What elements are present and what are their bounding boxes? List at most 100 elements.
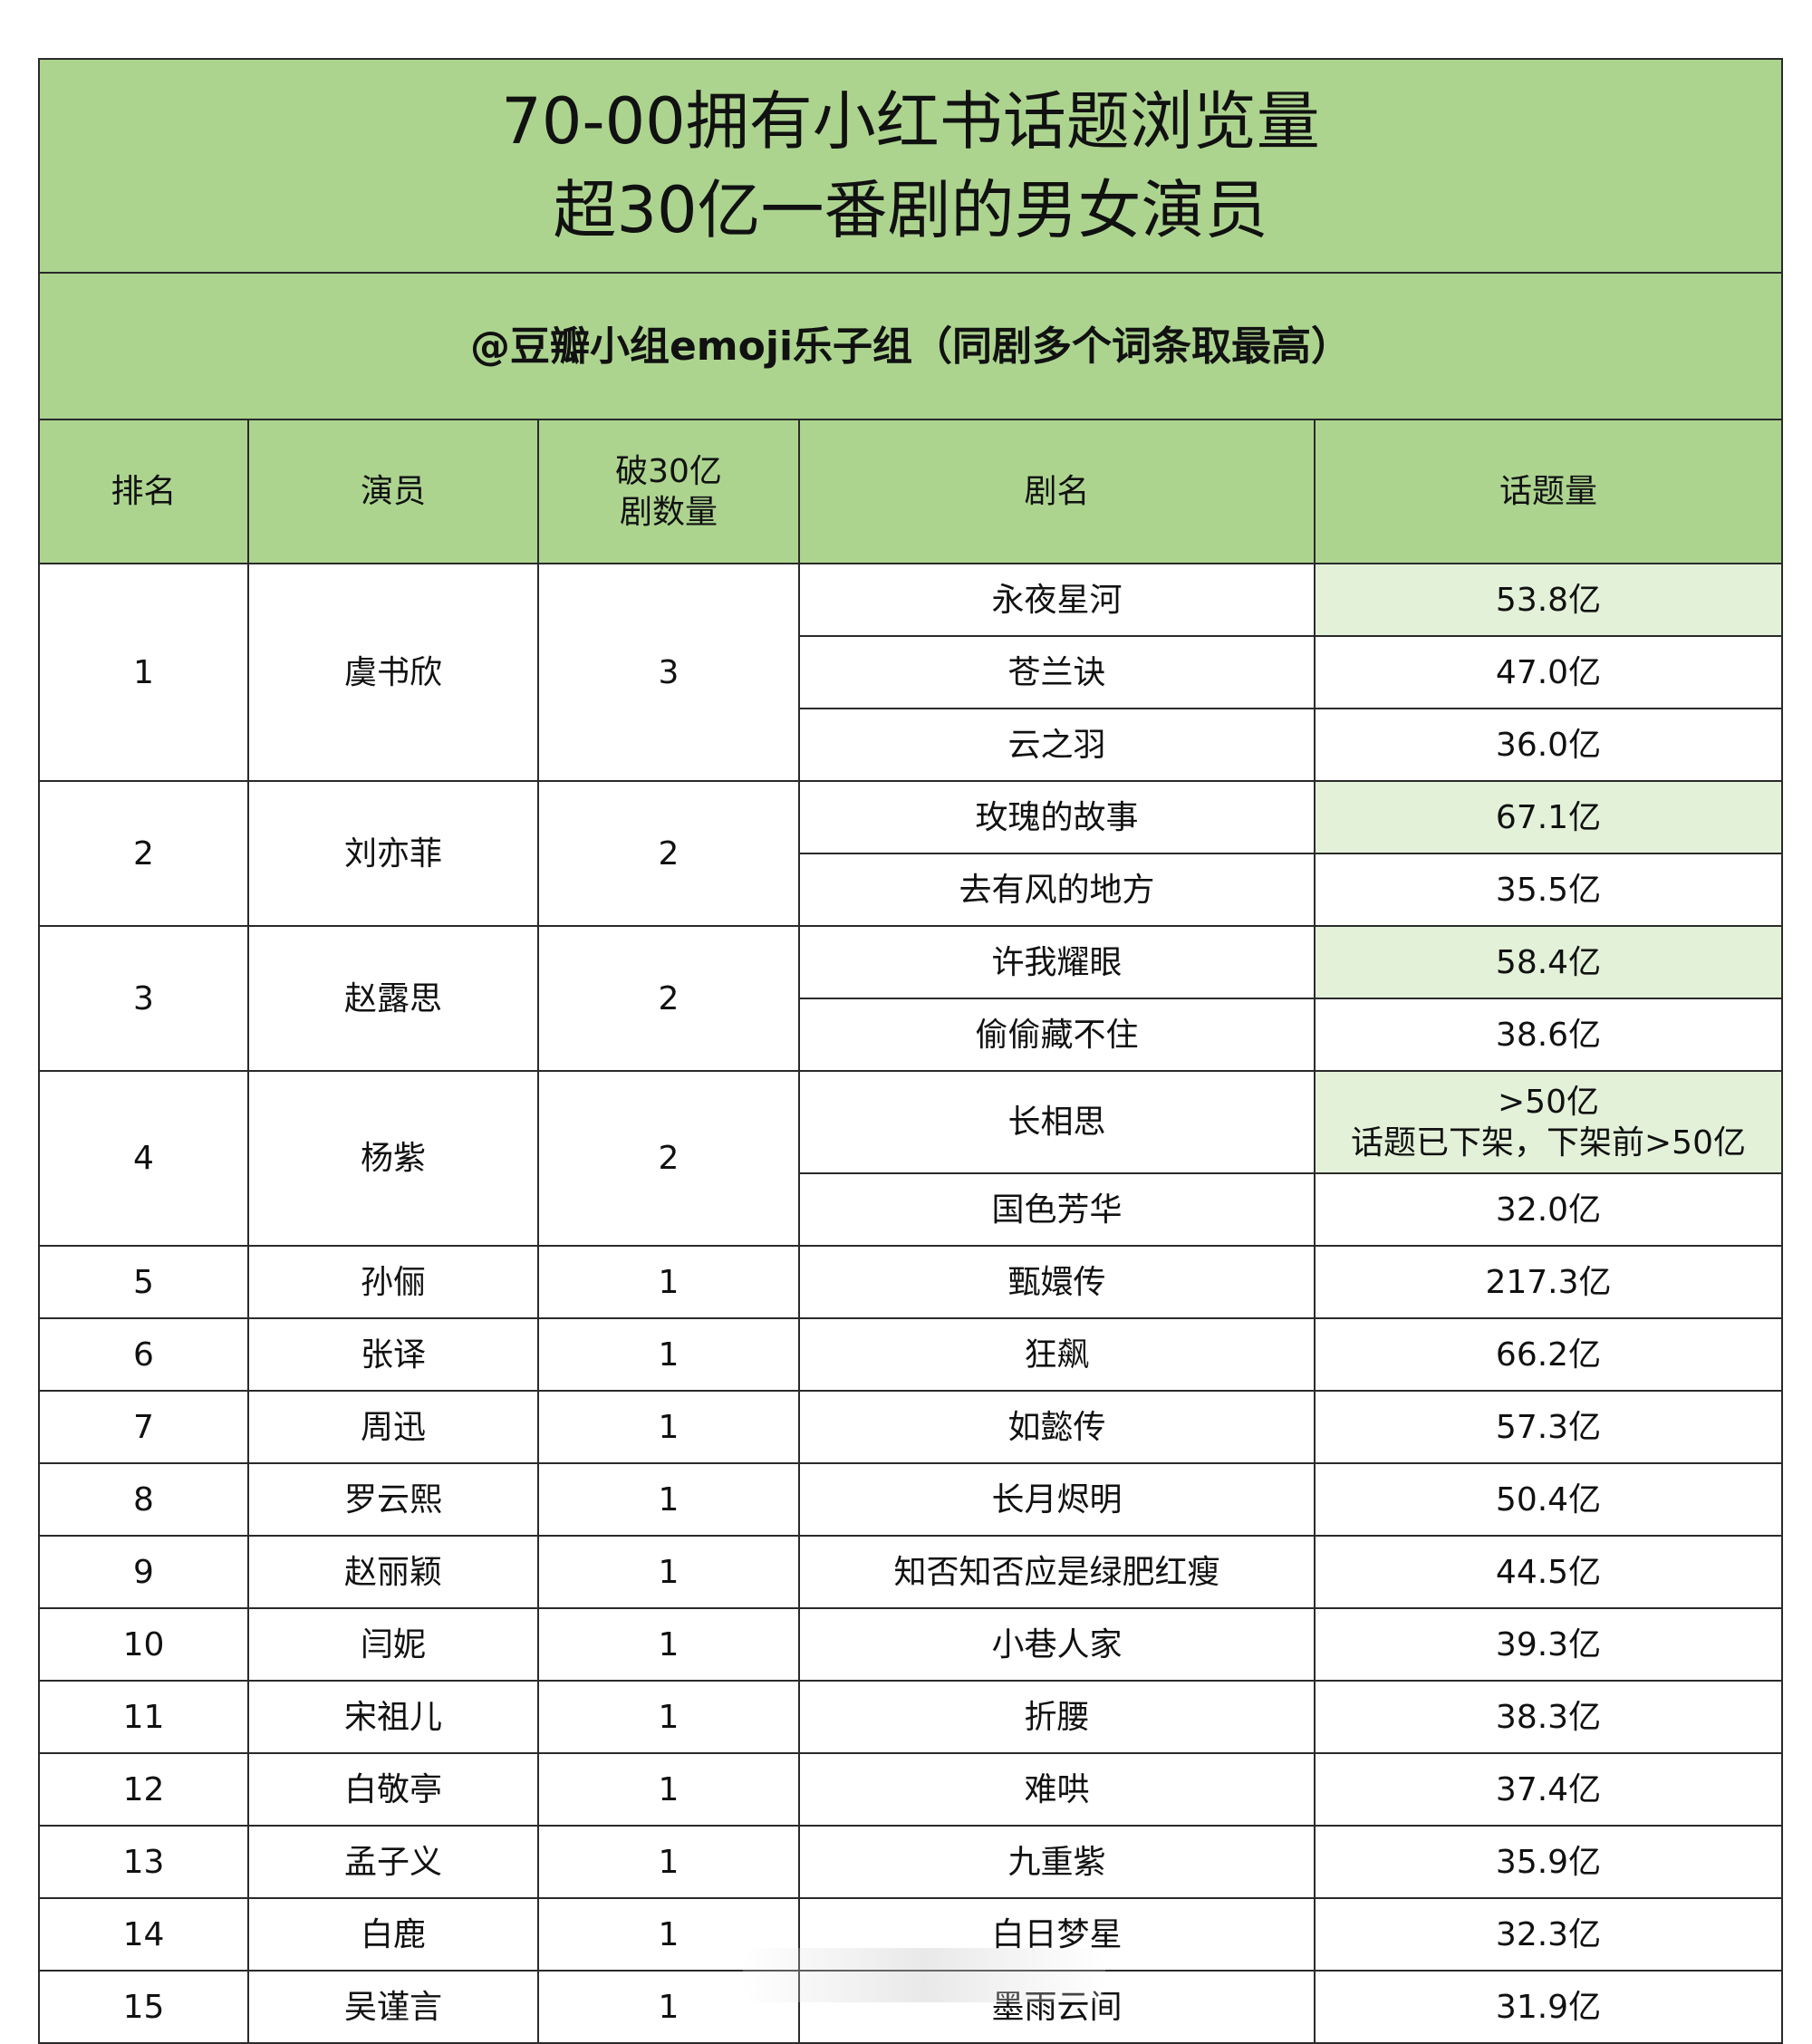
drama-count-cell: 1 — [537, 1752, 800, 1827]
views-cell: 31.9亿 — [1313, 1970, 1784, 2044]
actor-cell: 白敬亭 — [247, 1752, 539, 1827]
drama-name-cell: 甄嬛传 — [798, 1245, 1316, 1319]
table-subtitle: @豆瓣小组emoji乐子组（同剧多个词条取最高） — [37, 272, 1784, 420]
drama-name-cell: 许我耀眼 — [798, 925, 1316, 999]
table-row: 4 杨紫 2 长相思 >50亿 话题已下架，下架前>50亿 — [38, 1070, 1784, 1247]
header-drama: 剧名 — [798, 419, 1316, 564]
views-cell: 36.0亿 — [1313, 708, 1784, 782]
drama-count-cell: 1 — [537, 1825, 800, 1899]
views-cell: 217.3亿 — [1313, 1245, 1784, 1319]
rank-cell: 15 — [38, 1970, 249, 2044]
views-cell: 57.3亿 — [1313, 1390, 1784, 1464]
actor-cell: 孙俪 — [247, 1245, 539, 1319]
views-cell: 32.3亿 — [1313, 1897, 1784, 1972]
rank-cell: 3 — [38, 925, 249, 1072]
table-row: 14 白鹿 1 白日梦星 32.3亿 — [38, 1897, 1784, 1972]
views-cell: 67.1亿 — [1313, 780, 1784, 854]
table-row: 1 虞书欣 3 永夜星河 53.8亿 — [38, 563, 1784, 782]
header-views: 话题量 — [1313, 419, 1784, 564]
drama-count-cell: 1 — [537, 1680, 800, 1754]
rank-cell: 4 — [38, 1070, 249, 1247]
table-row: 10 闫妮 1 小巷人家 39.3亿 — [38, 1607, 1784, 1682]
views-cell: 35.5亿 — [1313, 853, 1784, 927]
drama-name-cell: 如懿传 — [798, 1390, 1316, 1464]
views-cell: 38.3亿 — [1313, 1680, 1784, 1754]
table-title: 70-00拥有小红书话题浏览量 超30亿一番剧的男女演员 — [37, 58, 1784, 274]
actor-cell: 刘亦菲 — [247, 780, 539, 927]
actor-cell: 吴谨言 — [247, 1970, 539, 2044]
title-line-1: 70-00拥有小红书话题浏览量 — [501, 84, 1320, 159]
actor-cell: 宋祖儿 — [247, 1680, 539, 1754]
table-row: 9 赵丽颖 1 知否知否应是绿肥红瘦 44.5亿 — [38, 1535, 1784, 1609]
rank-cell: 12 — [38, 1752, 249, 1827]
rank-cell: 13 — [38, 1825, 249, 1899]
table-row: 云之羽 36.0亿 — [39, 708, 1784, 782]
drama-name-cell: 云之羽 — [798, 708, 1316, 782]
table-row: 6 张译 1 狂飙 66.2亿 — [38, 1317, 1784, 1392]
header-actor: 演员 — [247, 419, 539, 564]
actor-cell: 赵丽颖 — [247, 1535, 539, 1609]
header-count-line-1: 破30亿 — [615, 452, 722, 490]
actor-cell: 杨紫 — [247, 1070, 539, 1247]
actor-cell: 虞书欣 — [247, 563, 539, 782]
drama-name-cell: 九重紫 — [798, 1825, 1316, 1899]
rank-cell: 1 — [38, 563, 249, 782]
drama-count-cell: 1 — [537, 1897, 800, 1972]
table-row: 去有风的地方 35.5亿 — [39, 853, 1784, 927]
drama-count-cell: 1 — [537, 1607, 800, 1682]
drama-name-cell: 偷偷藏不住 — [798, 998, 1316, 1072]
drama-count-cell: 1 — [537, 1317, 800, 1392]
table-row: 8 罗云熙 1 长月烬明 50.4亿 — [38, 1462, 1784, 1537]
drama-name-cell: 知否知否应是绿肥红瘦 — [798, 1535, 1316, 1609]
table-row: 国色芳华 32.0亿 — [39, 1172, 1784, 1247]
views-cell: 50.4亿 — [1313, 1462, 1784, 1537]
drama-name-cell: 国色芳华 — [798, 1172, 1316, 1247]
views-note: 话题已下架，下架前>50亿 — [1351, 1123, 1746, 1162]
actor-cell: 闫妮 — [247, 1607, 539, 1682]
table-row: 13 孟子义 1 九重紫 35.9亿 — [38, 1825, 1784, 1899]
drama-name-cell: 玫瑰的故事 — [798, 780, 1316, 854]
views-cell: >50亿 话题已下架，下架前>50亿 — [1313, 1070, 1784, 1174]
drama-count-cell: 2 — [537, 1070, 800, 1247]
actor-cell: 罗云熙 — [247, 1462, 539, 1537]
actor-cell: 周迅 — [247, 1390, 539, 1464]
header-count-line-2: 剧数量 — [619, 493, 718, 531]
views-cell: 44.5亿 — [1313, 1535, 1784, 1609]
drama-count-cell: 1 — [537, 1390, 800, 1464]
drama-count-cell: 1 — [537, 1245, 800, 1319]
rank-cell: 2 — [38, 780, 249, 927]
drama-count-cell: 2 — [537, 780, 800, 927]
table-row: 偷偷藏不住 38.6亿 — [39, 998, 1784, 1072]
drama-name-cell: 狂飙 — [798, 1317, 1316, 1392]
table-row: 7 周迅 1 如懿传 57.3亿 — [38, 1390, 1784, 1464]
drama-name-cell: 永夜星河 — [798, 563, 1316, 637]
drama-name-cell: 长月烬明 — [798, 1462, 1316, 1537]
drama-name-cell: 苍兰诀 — [798, 635, 1316, 709]
drama-name-cell: 小巷人家 — [798, 1607, 1316, 1682]
rank-cell: 9 — [38, 1535, 249, 1609]
views-cell: 53.8亿 — [1313, 563, 1784, 637]
header-rank: 排名 — [38, 419, 249, 564]
rank-cell: 5 — [38, 1245, 249, 1319]
table-row: 5 孙俪 1 甄嬛传 217.3亿 — [38, 1245, 1784, 1319]
views-value: >50亿 — [1498, 1083, 1599, 1121]
drama-count-cell: 3 — [537, 563, 800, 782]
ranking-table: 70-00拥有小红书话题浏览量 超30亿一番剧的男女演员 @豆瓣小组emoji乐子… — [37, 58, 1784, 2044]
table-row: 3 赵露思 2 许我耀眼 58.4亿 — [38, 925, 1784, 1072]
actor-cell: 张译 — [247, 1317, 539, 1392]
drama-count-cell: 1 — [537, 1462, 800, 1537]
actor-cell: 白鹿 — [247, 1897, 539, 1972]
views-cell: 35.9亿 — [1313, 1825, 1784, 1899]
drama-count-cell: 1 — [537, 1535, 800, 1609]
drama-name-cell: 去有风的地方 — [798, 853, 1316, 927]
table-row: 2 刘亦菲 2 玫瑰的故事 67.1亿 — [38, 780, 1784, 927]
rank-cell: 11 — [38, 1680, 249, 1754]
views-cell: 47.0亿 — [1313, 635, 1784, 709]
title-line-2: 超30亿一番剧的男女演员 — [553, 173, 1268, 247]
watermark — [743, 1948, 1105, 2002]
table-row: 11 宋祖儿 1 折腰 38.3亿 — [38, 1680, 1784, 1754]
drama-count-cell: 2 — [537, 925, 800, 1072]
views-cell: 66.2亿 — [1313, 1317, 1784, 1392]
rank-cell: 6 — [38, 1317, 249, 1392]
views-cell: 38.6亿 — [1313, 998, 1784, 1072]
